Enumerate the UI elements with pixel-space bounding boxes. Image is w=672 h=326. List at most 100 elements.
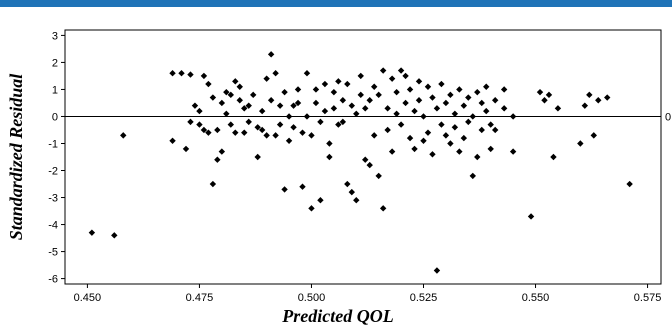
data-point	[276, 121, 284, 128]
y-tick-label: -1	[48, 138, 58, 150]
data-point	[205, 80, 212, 88]
data-point	[200, 72, 208, 80]
data-point	[169, 137, 176, 144]
data-point	[545, 91, 553, 99]
y-tick-label: 2	[52, 57, 58, 69]
data-point	[232, 129, 239, 136]
data-point	[420, 113, 427, 120]
data-point	[577, 140, 584, 147]
data-point	[339, 118, 347, 126]
data-point	[433, 105, 441, 112]
y-tick-label: 1	[52, 84, 58, 96]
data-point	[509, 148, 517, 155]
data-point	[209, 94, 217, 101]
y-tick-label: -2	[48, 166, 58, 178]
data-point	[442, 99, 450, 107]
data-point	[200, 126, 208, 134]
data-point	[218, 99, 226, 107]
data-point	[384, 126, 391, 134]
x-axis: 0.450 0.475 0.500 0.525 0.550 0.575	[74, 284, 662, 304]
data-point	[411, 145, 418, 153]
data-point	[254, 153, 261, 161]
data-point	[312, 86, 320, 93]
data-point	[250, 91, 257, 99]
data-point	[474, 153, 481, 161]
data-point	[411, 107, 418, 115]
x-tick-label: 0.550	[522, 292, 550, 304]
data-point	[303, 113, 311, 120]
data-point	[590, 132, 597, 139]
data-point	[406, 134, 414, 142]
plot-area-frame	[64, 29, 662, 285]
data-point	[205, 129, 212, 136]
data-point	[344, 180, 351, 188]
zero-reference-label: 0	[665, 111, 671, 123]
data-point	[236, 97, 243, 104]
data-point	[433, 267, 441, 274]
data-point	[326, 153, 333, 161]
data-point	[379, 205, 387, 212]
data-point	[604, 94, 611, 101]
data-point	[303, 70, 311, 77]
data-point	[478, 99, 485, 107]
y-tick-label: -5	[48, 247, 58, 259]
data-point	[465, 94, 472, 101]
data-point	[415, 97, 423, 104]
data-point	[196, 121, 203, 128]
data-point	[321, 107, 329, 115]
data-point	[241, 105, 248, 112]
data-point	[595, 97, 602, 104]
x-axis-title: Predicted QOL	[281, 306, 393, 326]
data-point	[451, 124, 459, 131]
data-point	[330, 105, 338, 112]
data-point	[500, 86, 508, 93]
data-point	[209, 180, 217, 188]
data-point	[348, 188, 355, 196]
data-point	[223, 110, 230, 117]
data-point	[241, 129, 248, 136]
data-point	[299, 183, 306, 190]
data-point	[393, 110, 400, 117]
data-point	[294, 86, 302, 93]
data-point	[402, 99, 409, 107]
data-point	[272, 70, 279, 77]
top-accent-bar	[0, 0, 672, 7]
data-point	[456, 86, 463, 93]
data-point	[375, 91, 382, 99]
data-point	[388, 148, 396, 155]
data-point	[465, 118, 472, 126]
data-point	[366, 97, 373, 104]
data-point	[232, 78, 239, 85]
data-point	[384, 105, 391, 112]
data-point	[357, 72, 364, 80]
data-point	[442, 132, 450, 139]
data-point	[362, 105, 369, 112]
data-point	[218, 148, 226, 155]
y-tick-label: 0	[52, 111, 58, 123]
data-point	[469, 172, 476, 180]
data-point	[550, 153, 557, 161]
data-point	[272, 132, 279, 139]
data-point	[182, 145, 190, 153]
data-point	[317, 197, 324, 204]
data-point	[460, 102, 468, 109]
data-point	[281, 88, 288, 96]
data-point	[371, 83, 378, 90]
x-tick-label: 0.500	[298, 292, 326, 304]
data-point	[263, 132, 270, 139]
y-axis: 3 2 1 0 -1 -2 -3 -4 -5 -6	[48, 30, 65, 286]
x-tick-label: 0.575	[634, 292, 662, 304]
data-point	[276, 102, 284, 109]
data-point	[353, 197, 360, 204]
data-point	[406, 86, 414, 93]
y-tick-label: -6	[48, 274, 58, 286]
data-point	[500, 105, 508, 112]
data-point	[254, 124, 261, 131]
data-point	[420, 137, 427, 144]
data-point	[191, 102, 199, 109]
data-point	[375, 172, 382, 180]
y-axis-title: Standardized Residual	[6, 74, 26, 241]
data-point	[469, 113, 476, 120]
data-point	[111, 232, 118, 239]
data-point	[509, 113, 517, 120]
